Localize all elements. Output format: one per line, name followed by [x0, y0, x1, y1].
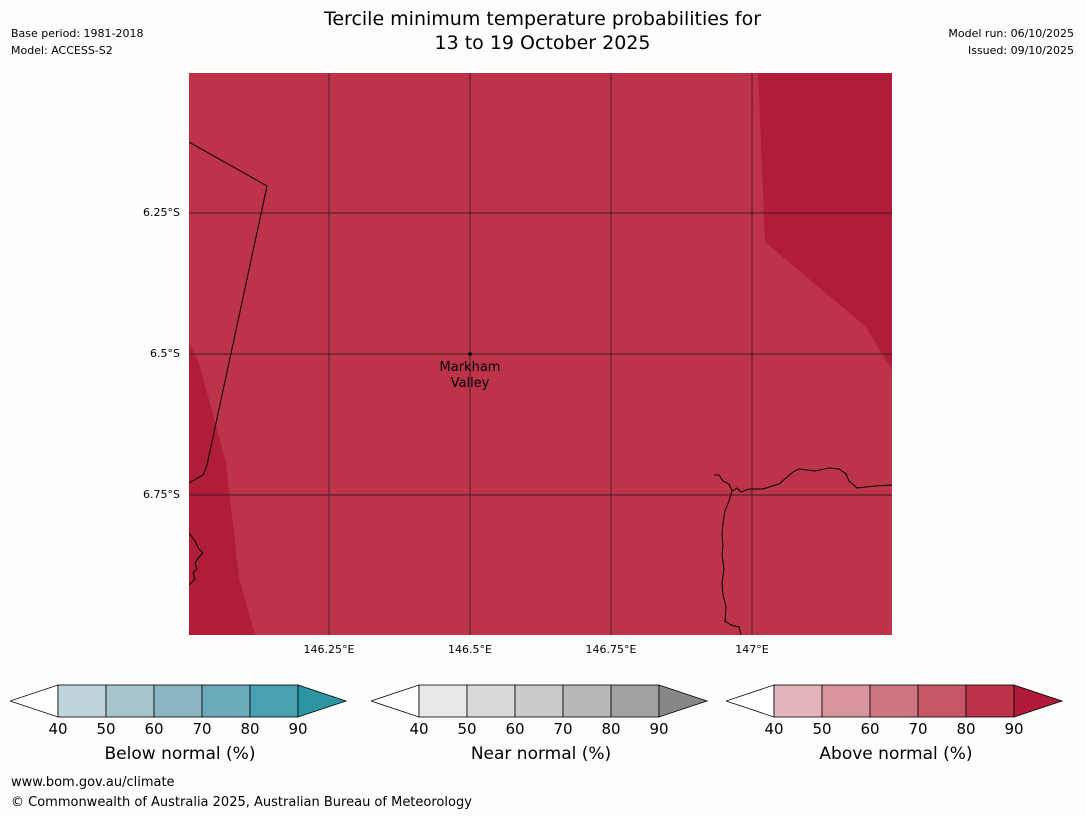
legend-above-normal: 40 50 60 70 80 90 Above normal (%)	[724, 684, 1066, 774]
lon-label-146-5: 146.5°E	[448, 643, 492, 656]
colorbar-tick-label: 70	[553, 720, 573, 738]
colorbar-near-normal	[369, 684, 709, 718]
coastline-east	[714, 467, 892, 493]
colorbar-tick-label: 40	[48, 720, 68, 738]
lon-label-147: 147°E	[735, 643, 769, 656]
legend-title-below: Below normal (%)	[104, 744, 256, 764]
colorbar-ticks-above: 40 50 60 70 80 90	[726, 720, 1066, 740]
footer-copyright: © Commonwealth of Australia 2025, Austra…	[11, 795, 472, 810]
colorbar-segment	[57, 684, 107, 718]
probability-map	[189, 73, 892, 635]
lat-label-6-75: 6.75°S	[143, 488, 180, 501]
colorbar-tick-label: 90	[288, 720, 308, 738]
place-name-line-2: Valley	[450, 376, 490, 391]
colorbar-segment	[201, 684, 251, 718]
footer-url: www.bom.gov.au/climate	[11, 775, 175, 790]
colorbar-segment	[821, 684, 871, 718]
lat-label-6-25: 6.25°S	[143, 206, 180, 219]
colorbar-tick-label: 50	[812, 720, 832, 738]
colorbar-tick-label: 80	[601, 720, 621, 738]
colorbar-segment	[562, 684, 612, 718]
lon-label-146-75: 146.75°E	[585, 643, 637, 656]
place-name-line-1: Markham	[439, 360, 501, 375]
colorbar-segment	[773, 684, 823, 718]
colorbar-ticks-below: 40 50 60 70 80 90	[10, 720, 350, 740]
colorbar-tick-label: 50	[96, 720, 116, 738]
probability-area-east	[758, 73, 892, 370]
colorbar-segment	[965, 684, 1015, 718]
map-canvas	[189, 73, 892, 635]
province-border	[189, 141, 268, 484]
colorbar-low-extension	[369, 684, 420, 718]
lon-label-146-25: 146.25°E	[303, 643, 355, 656]
colorbar-tick-label: 80	[956, 720, 976, 738]
colorbar-tick-label: 90	[1004, 720, 1024, 738]
colorbar-low-extension	[724, 684, 775, 718]
colorbar-high-extension	[658, 684, 709, 718]
boundaries	[189, 141, 892, 635]
legend-title-above: Above normal (%)	[819, 744, 973, 764]
colorbar-tick-label: 60	[860, 720, 880, 738]
colorbar-segment	[418, 684, 468, 718]
legend-title-near: Near normal (%)	[470, 744, 612, 764]
colorbar-high-extension	[1013, 684, 1064, 718]
place-marker	[468, 352, 472, 356]
issued-text: Issued: 09/10/2025	[967, 44, 1074, 57]
probability-area-west	[189, 343, 255, 635]
colorbar-below-normal	[8, 684, 348, 718]
colorbar-tick-label: 70	[192, 720, 212, 738]
colorbar-above-normal	[724, 684, 1064, 718]
lat-label-6-5: 6.5°S	[150, 347, 180, 360]
legend-below-normal: 40 50 60 70 80 90 Below normal (%)	[8, 684, 350, 774]
base-period-text: Base period: 1981-2018	[11, 27, 144, 40]
colorbar-tick-label: 60	[144, 720, 164, 738]
colorbar-segment	[249, 684, 299, 718]
colorbar-segment	[514, 684, 564, 718]
colorbar-low-extension	[8, 684, 59, 718]
colorbar-tick-label: 90	[649, 720, 669, 738]
legend-near-normal: 40 50 60 70 80 90 Near normal (%)	[369, 684, 711, 774]
colorbar-segment	[153, 684, 203, 718]
colorbar-tick-label: 40	[409, 720, 429, 738]
colorbar-tick-label: 80	[240, 720, 260, 738]
colorbar-tick-label: 40	[764, 720, 784, 738]
colorbar-segment	[917, 684, 967, 718]
colorbar-tick-label: 60	[505, 720, 525, 738]
title-line-2: 13 to 19 October 2025	[434, 32, 651, 54]
map-title: Tercile minimum temperature probabilitie…	[0, 7, 1085, 55]
model-text: Model: ACCESS-S2	[11, 44, 113, 57]
metadata-left: Base period: 1981-2018 Model: ACCESS-S2	[11, 25, 143, 59]
title-line-1: Tercile minimum temperature probabilitie…	[323, 8, 762, 30]
colorbar-ticks-near: 40 50 60 70 80 90	[371, 720, 711, 740]
colorbar-tick-label: 70	[908, 720, 928, 738]
model-run-text: Model run: 06/10/2025	[948, 27, 1074, 40]
coastline-west	[189, 532, 204, 586]
river-coast-south	[721, 490, 742, 635]
colorbar-tick-label: 50	[457, 720, 477, 738]
metadata-right: Model run: 06/10/2025 Issued: 09/10/2025	[948, 25, 1074, 59]
colorbar-high-extension	[297, 684, 348, 718]
colorbar-segment	[105, 684, 155, 718]
colorbar-segment	[466, 684, 516, 718]
place-label-markham-valley: Markham Valley	[410, 360, 530, 392]
colorbar-segment	[610, 684, 660, 718]
colorbar-segment	[869, 684, 919, 718]
